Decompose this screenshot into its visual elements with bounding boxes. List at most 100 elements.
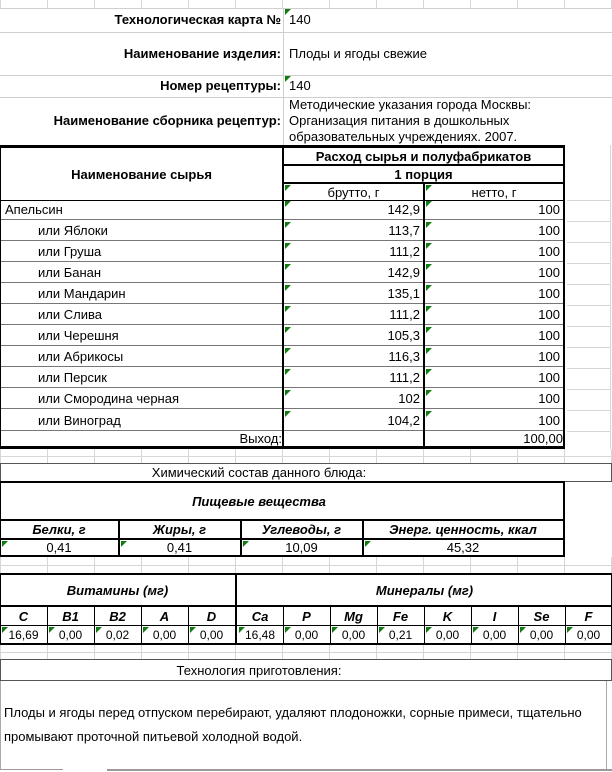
minerals-header: Минералы (мг) (375, 582, 474, 598)
element-value-cell[interactable]: 0,21 (378, 626, 423, 643)
gross-cell[interactable]: 111,2 (284, 305, 423, 325)
gross-cell[interactable]: 135,1 (284, 284, 423, 304)
cell-flag-icon (143, 627, 149, 633)
ingredient-name-cell[interactable]: или Банан (1, 263, 282, 283)
net-cell[interactable]: 100 (425, 305, 563, 325)
vitamins-border-bottom (0, 643, 612, 645)
element-value-cell[interactable]: 0,00 (425, 626, 470, 643)
element-value: 0,00 (482, 627, 507, 642)
cell-flag-icon (426, 390, 432, 396)
cell-flag-icon (285, 9, 291, 15)
net-header-text: нетто, г (471, 184, 517, 200)
cell-flag-icon (379, 627, 385, 633)
nutrient-value-cell[interactable]: 45,32 (364, 540, 562, 555)
ingredient-name-cell[interactable]: или Абрикосы (1, 347, 282, 367)
card-number-label: Технологическая карта № (114, 12, 281, 27)
vitamins-minerals-divider (235, 573, 237, 645)
element-header: Se (533, 608, 550, 624)
gross-cell[interactable]: 113,7 (284, 221, 423, 241)
element-column-divider (565, 607, 566, 643)
cell-flag-icon (473, 627, 479, 633)
nutrients-border-bottom (0, 555, 565, 557)
element-value: 16,69 (8, 627, 39, 642)
ingredient-name-cell[interactable]: или Виноград (1, 410, 282, 431)
element-value-cell[interactable]: 0,00 (189, 626, 234, 643)
gross-value: 142,9 (387, 202, 420, 217)
element-value-cell[interactable]: 0,00 (566, 626, 611, 643)
ingredient-name-cell[interactable]: или Мандарин (1, 284, 282, 304)
cell-flag-icon (49, 627, 55, 633)
total-net-cell[interactable]: 100,00 (523, 431, 563, 446)
net-cell[interactable]: 100 (425, 368, 563, 388)
cell-flag-icon (426, 348, 432, 354)
gross-header-text: брутто, г (327, 184, 380, 200)
element-header: C (18, 608, 29, 624)
technology-text-line-1[interactable]: Плоды и ягоды перед отпуском перебирают,… (4, 705, 582, 720)
element-value: 0,00 (58, 627, 83, 642)
ingredient-name-cell[interactable]: или Слива (1, 305, 282, 325)
net-cell[interactable]: 100 (425, 242, 563, 262)
nutrient-value-cell[interactable]: 0,41 (1, 540, 117, 555)
element-value: 0,00 (341, 627, 366, 642)
gross-value: 102 (398, 391, 420, 406)
gross-cell[interactable]: 111,2 (284, 368, 423, 388)
net-cell[interactable]: 100 (425, 284, 563, 304)
net-cell[interactable]: 100 (425, 410, 563, 431)
gross-cell[interactable]: 105,3 (284, 326, 423, 346)
ingredient-name-cell[interactable]: Апельсин (1, 200, 282, 220)
gross-cell[interactable]: 142,9 (284, 263, 423, 283)
net-value: 100 (538, 223, 560, 238)
nutrient-value-cell[interactable]: 10,09 (242, 540, 361, 555)
element-header: B1 (62, 608, 79, 624)
net-cell[interactable]: 100 (425, 263, 563, 283)
ingredient-name-cell[interactable]: или Груша (1, 242, 282, 262)
net-cell[interactable]: 100 (425, 221, 563, 241)
gross-cell[interactable]: 142,9 (284, 200, 423, 220)
recipe-source-line-1[interactable]: Методические указания города Москвы: (289, 97, 532, 112)
element-value: 0,00 (199, 627, 224, 642)
ingredient-name-cell[interactable]: или Яблоки (1, 221, 282, 241)
net-cell[interactable]: 100 (425, 389, 563, 409)
nutrients-divider-1 (0, 519, 565, 521)
technology-text-line-2: промывают проточной питьевой холодной во… (4, 729, 303, 744)
element-value-cell[interactable]: 0,00 (284, 626, 329, 643)
technology-section-title: Технология приготовления: (176, 662, 342, 678)
cell-flag-icon (426, 222, 432, 228)
gross-value: 111,2 (389, 370, 420, 385)
element-value-cell[interactable]: 0,00 (519, 626, 564, 643)
element-value-cell[interactable]: 0,02 (95, 626, 140, 643)
element-value-cell[interactable]: 0,00 (331, 626, 376, 643)
gross-cell[interactable]: 102 (284, 389, 423, 409)
nutrient-value: 0,41 (166, 540, 193, 555)
nutrient-value-cell[interactable]: 0,41 (120, 540, 239, 555)
total-gross-cell-empty[interactable] (284, 431, 423, 446)
net-cell[interactable]: 100 (425, 347, 563, 367)
net-value: 100 (538, 202, 560, 217)
gridline-horizontal (0, 565, 612, 566)
element-value-cell[interactable]: 0,00 (142, 626, 187, 643)
card-number-cell[interactable]: 140 (284, 8, 564, 32)
vitamins-divider-2 (0, 625, 612, 626)
gross-cell[interactable]: 116,3 (284, 347, 423, 367)
gross-value: 135,1 (387, 286, 420, 301)
cell-flag-icon (96, 627, 102, 633)
card-number-value: 140 (289, 12, 311, 27)
gross-cell[interactable]: 111,2 (284, 242, 423, 262)
element-value-cell[interactable]: 16,48 (238, 626, 282, 643)
recipe-source-label: Наименование сборника рецептур: (53, 113, 281, 128)
net-cell[interactable]: 100 (425, 326, 563, 346)
element-value-cell[interactable]: 0,00 (48, 626, 93, 643)
element-header: P (302, 608, 311, 624)
gross-cell[interactable]: 104,2 (284, 410, 423, 431)
ingredient-name-cell[interactable]: или Персик (1, 368, 282, 388)
recipe-number-cell[interactable]: 140 (284, 75, 564, 97)
net-cell[interactable]: 100 (425, 200, 563, 220)
recipe-number-label: Номер рецептуры: (160, 78, 281, 93)
bottom-gridline-segment (0, 769, 63, 770)
ingredient-name-cell[interactable]: или Черешня (1, 326, 282, 346)
ingredient-name-cell[interactable]: или Смородина черная (1, 389, 282, 409)
element-value-cell[interactable]: 16,69 (1, 626, 46, 643)
header-divider-3 (0, 200, 565, 201)
element-value-cell[interactable]: 0,00 (472, 626, 517, 643)
product-name-cell[interactable]: Плоды и ягоды свежие (289, 46, 427, 61)
